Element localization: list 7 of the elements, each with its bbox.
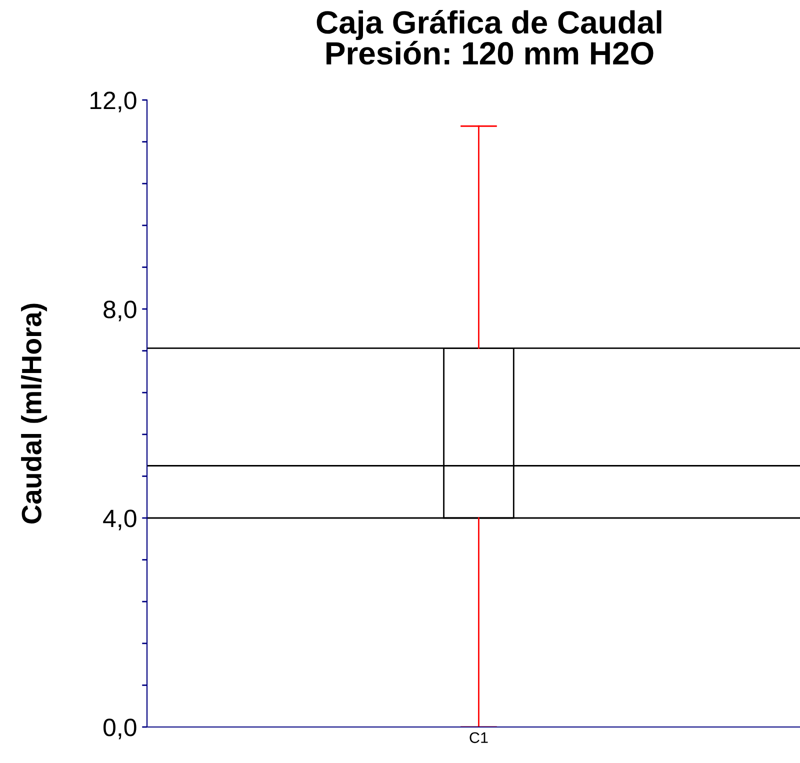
y-tick-label: 0,0 bbox=[104, 718, 136, 740]
y-tick-label: 8,0 bbox=[104, 300, 136, 322]
y-tick-label: 4,0 bbox=[103, 510, 136, 530]
y-tick-label: 12,0 bbox=[90, 92, 136, 112]
chart-title: Caja Gráfica de Caudal Presión: 120 mm H2O bbox=[316, 10, 662, 65]
y-axis-title: Caudal (ml/Hora) bbox=[21, 304, 47, 524]
x-tick-label: C1 bbox=[470, 732, 488, 744]
